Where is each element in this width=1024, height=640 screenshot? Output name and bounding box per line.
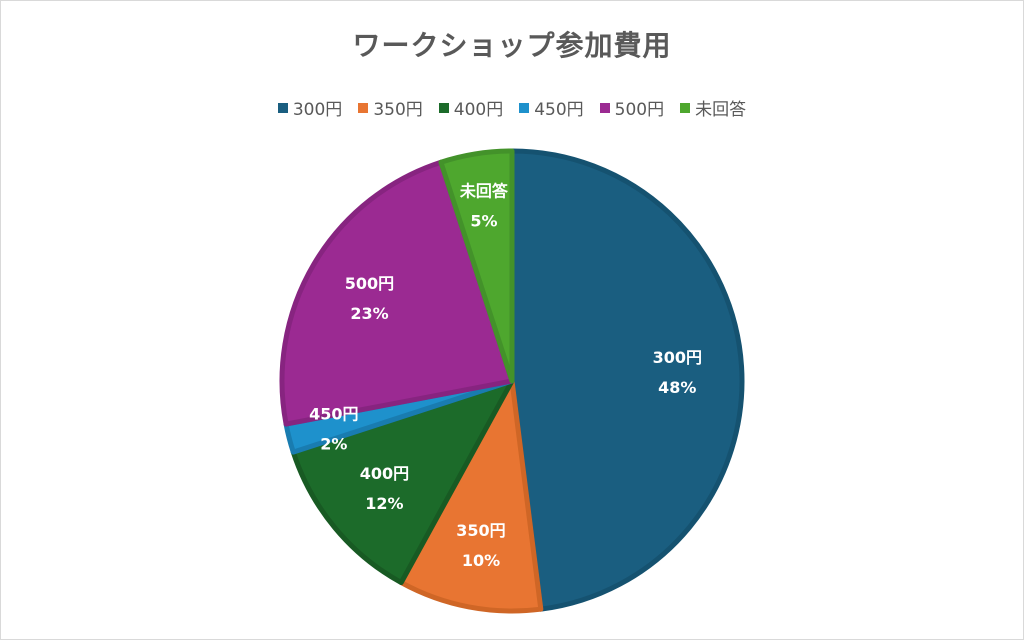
- chart-legend: 300円 350円 400円 450円 500円 未回答: [0, 95, 1024, 120]
- chart-title: ワークショップ参加費用: [352, 29, 672, 62]
- slice-category-label: 400円: [360, 464, 409, 483]
- slice-percent-label: 48%: [658, 378, 696, 397]
- legend-label: 未回答: [695, 100, 747, 120]
- slice-category-label: 350円: [456, 521, 505, 540]
- legend-swatch: [438, 102, 449, 113]
- legend-item: 350円: [358, 95, 423, 120]
- slice-category-label: 500円: [345, 274, 394, 293]
- pie-slice: [398, 378, 544, 614]
- legend-item: 未回答: [680, 95, 746, 120]
- legend-swatch: [277, 102, 288, 113]
- legend-swatch: [680, 102, 691, 113]
- slice-percent-label: 12%: [365, 494, 403, 513]
- slice-category-label: 300円: [653, 348, 702, 367]
- legend-swatch: [519, 102, 530, 113]
- legend-item: 450円: [519, 95, 584, 120]
- slice-percent-label: 5%: [470, 211, 497, 230]
- slice-percent-label: 10%: [462, 551, 500, 570]
- legend-item: 500円: [599, 95, 665, 120]
- legend-swatch: [599, 102, 610, 113]
- legend-item: 400円: [438, 95, 504, 120]
- legend-item: 300円: [277, 95, 343, 120]
- slice-percent-label: 23%: [350, 304, 388, 323]
- pie-slice: [290, 378, 515, 586]
- pie-slice: [279, 159, 515, 427]
- pie-slice: [509, 148, 745, 612]
- slice-category-label: 未回答: [459, 181, 509, 200]
- legend-label: 350円: [373, 100, 423, 120]
- legend-label: 500円: [614, 100, 665, 120]
- pie-slice: [438, 148, 515, 384]
- legend-label: 400円: [453, 100, 504, 120]
- legend-label: 300円: [292, 100, 343, 120]
- legend-label: 450円: [534, 100, 584, 120]
- legend-swatch: [358, 102, 369, 113]
- slice-percent-label: 2%: [320, 434, 347, 453]
- slice-category-label: 450円: [309, 404, 358, 423]
